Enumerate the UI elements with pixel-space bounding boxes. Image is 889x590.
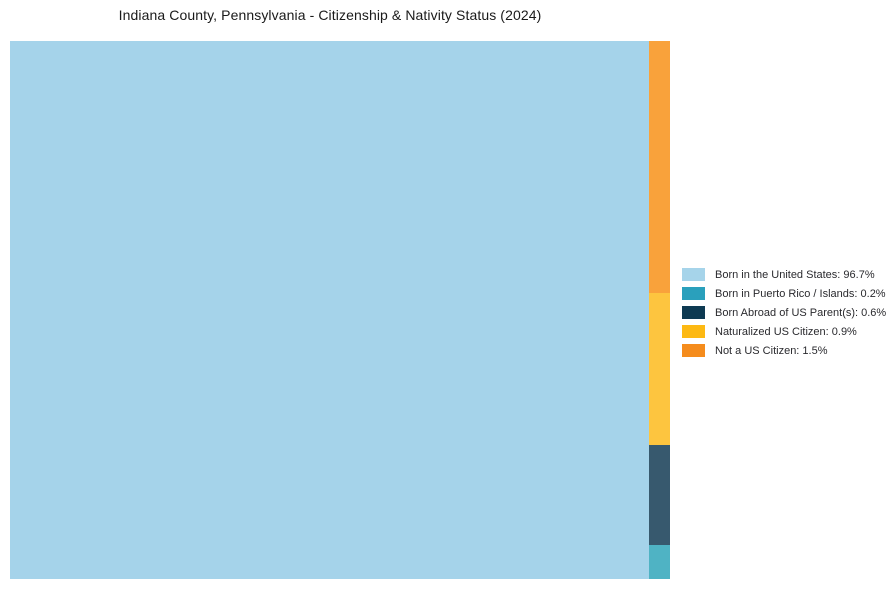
treemap-column [648, 41, 670, 579]
legend-item-not-a-us-citizen[interactable]: Not a US Citizen: 1.5% [682, 341, 886, 360]
treemap-plot [10, 41, 670, 579]
treemap-segment-born-in-puerto-rico-islands[interactable] [648, 545, 670, 579]
legend-item-born-in-united-states[interactable]: Born in the United States: 96.7% [682, 265, 886, 284]
legend: Born in the United States: 96.7% Born in… [682, 265, 886, 360]
treemap-segment-born-in-united-states[interactable] [10, 41, 649, 579]
treemap-segment-naturalized-us-citizen[interactable] [648, 293, 670, 445]
treemap-segment-born-abroad-of-us-parents[interactable] [648, 444, 670, 546]
legend-label: Born in Puerto Rico / Islands: 0.2% [715, 287, 886, 300]
legend-label: Not a US Citizen: 1.5% [715, 344, 828, 357]
legend-swatch-born-abroad-of-us-parents[interactable] [682, 306, 705, 319]
legend-swatch-born-in-united-states[interactable] [682, 268, 705, 281]
treemap-segment-not-a-us-citizen[interactable] [648, 41, 670, 294]
legend-swatch-born-in-puerto-rico-islands[interactable] [682, 287, 705, 300]
legend-swatch-not-a-us-citizen[interactable] [682, 344, 705, 357]
legend-label: Born Abroad of US Parent(s): 0.6% [715, 306, 887, 319]
legend-item-born-abroad-of-us-parents[interactable]: Born Abroad of US Parent(s): 0.6% [682, 303, 886, 322]
legend-label: Born in the United States: 96.7% [715, 268, 875, 281]
legend-swatch-naturalized-us-citizen[interactable] [682, 325, 705, 338]
legend-item-born-in-puerto-rico-islands[interactable]: Born in Puerto Rico / Islands: 0.2% [682, 284, 886, 303]
chart-title: Indiana County, Pennsylvania - Citizensh… [118, 7, 542, 23]
legend-item-naturalized-us-citizen[interactable]: Naturalized US Citizen: 0.9% [682, 322, 886, 341]
legend-label: Naturalized US Citizen: 0.9% [715, 325, 857, 338]
